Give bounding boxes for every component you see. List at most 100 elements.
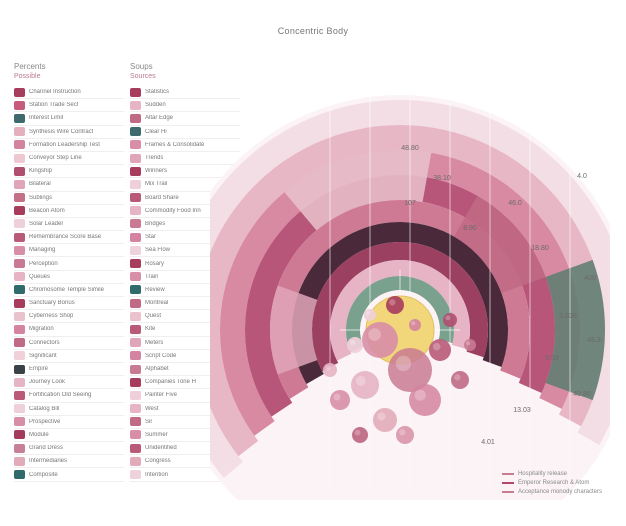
legend-label: Perception	[29, 261, 58, 267]
legend-label: Script Code	[145, 353, 176, 359]
value-label: 48.80	[401, 145, 419, 152]
legend-label: Frames & Consolidate	[145, 142, 204, 148]
legend-item: Journey Look	[14, 376, 124, 389]
legend-swatch	[130, 206, 141, 215]
legend-header-1: Percents	[14, 62, 124, 71]
footer-legend: Hospitality release Emperor Research & At…	[502, 471, 602, 498]
legend-swatch	[14, 246, 25, 255]
legend-label: Sudden	[145, 102, 166, 108]
legend-item: Solar Leader	[14, 218, 124, 231]
legend-label: Sanctuary Bonus	[29, 300, 75, 306]
legend-label: Star	[145, 234, 156, 240]
legend-label: Station Trade Sect	[29, 102, 78, 108]
legend-item: Conveyor Step Line	[14, 152, 124, 165]
legend-item: Empire	[14, 363, 124, 376]
legend-swatch	[130, 167, 141, 176]
legend-item: Connectors	[14, 337, 124, 350]
legend-item: Sanctuary Bonus	[14, 297, 124, 310]
legend-label: Bilateral	[29, 181, 51, 187]
legend-swatch	[14, 206, 25, 215]
legend-item: Synthesis Wire Contract	[14, 126, 124, 139]
legend-swatch	[130, 299, 141, 308]
legend-item: Bilateral	[14, 178, 124, 191]
legend-swatch	[14, 365, 25, 374]
value-label: 400	[584, 275, 596, 282]
legend-label: Summer	[145, 432, 168, 438]
legend-swatch	[14, 193, 25, 202]
value-label: 4.01	[481, 439, 495, 446]
legend-label: Module	[29, 432, 49, 438]
footer-legend-item: Hospitality release	[502, 471, 602, 477]
legend-item: Beacon Atom	[14, 205, 124, 218]
value-label: 18.80	[531, 245, 549, 252]
value-label: 4.0	[577, 173, 587, 180]
legend-label: Channel Instruction	[29, 89, 81, 95]
legend-swatch	[14, 325, 25, 334]
legend-swatch	[14, 259, 25, 268]
legend-swatch	[14, 470, 25, 479]
legend-label: West	[145, 406, 159, 412]
bubble	[429, 339, 451, 361]
legend-label: Congress	[145, 458, 171, 464]
legend-swatch	[14, 219, 25, 228]
legend-swatch	[130, 154, 141, 163]
legend-column-1: Percents Possible Channel Instruction Sta…	[14, 62, 124, 482]
legend-swatch	[130, 219, 141, 228]
legend-label: Composite	[29, 472, 58, 478]
legend-label: Rosary	[145, 261, 164, 267]
legend-item: Remembrance Score Base	[14, 231, 124, 244]
legend-swatch	[130, 101, 141, 110]
legend-swatch	[14, 378, 25, 387]
bubble	[330, 390, 350, 410]
legend-swatch	[130, 272, 141, 281]
legend-label: Altar Edge	[145, 115, 173, 121]
legend-label: Empire	[29, 366, 48, 372]
legend-swatch	[14, 391, 25, 400]
legend-label: Winners	[145, 168, 167, 174]
legend-label: Solar Leader	[29, 221, 63, 227]
legend-swatch	[130, 140, 141, 149]
legend-item: Kingship	[14, 165, 124, 178]
legend-label: Beacon Atom	[29, 208, 65, 214]
legend-label: Catalog Bill	[29, 406, 59, 412]
legend-swatch	[14, 444, 25, 453]
legend-swatch	[14, 312, 25, 321]
legend-swatch	[130, 457, 141, 466]
legend-label: Alphabet	[145, 366, 169, 372]
legend-swatch	[130, 233, 141, 242]
footer-legend-item: Emperor Research & Atom	[502, 480, 602, 486]
legend-label: Synthesis Wire Contract	[29, 129, 93, 135]
legend-label: Cyberness Shop	[29, 313, 73, 319]
legend-label: Sir	[145, 419, 152, 425]
bubble	[443, 313, 457, 327]
legend-item: Migration	[14, 323, 124, 336]
bubble	[364, 309, 376, 321]
legend-item: Module	[14, 429, 124, 442]
legend-swatch	[130, 88, 141, 97]
value-label: 46.3	[587, 337, 601, 344]
bubble	[396, 426, 414, 444]
legend-label: Intermediaries	[29, 458, 67, 464]
legend-label: Intention	[145, 472, 168, 478]
bubble	[409, 384, 441, 416]
legend-swatch	[130, 325, 141, 334]
legend-swatch	[14, 430, 25, 439]
legend-swatch	[14, 233, 25, 242]
legend-swatch	[14, 299, 25, 308]
footer-legend-item: Acceptance monody characters	[502, 489, 602, 495]
legend-item: Formation Leadership Test	[14, 139, 124, 152]
legend-subheader-1: Possible	[14, 73, 124, 80]
legend-label: Statistics	[145, 89, 169, 95]
legend-swatch	[130, 404, 141, 413]
legend-label: Train	[145, 274, 158, 280]
legend-swatch	[14, 285, 25, 294]
legend-item: Sublings	[14, 192, 124, 205]
chart-title: Concentric Body	[0, 26, 626, 36]
legend-item: Prospective	[14, 416, 124, 429]
legend-swatch	[14, 404, 25, 413]
legend-label: Quest	[145, 313, 161, 319]
legend-swatch	[14, 140, 25, 149]
legend-label: Mix Trail	[145, 181, 167, 187]
legend-swatch	[130, 444, 141, 453]
legend-label: Significant	[29, 353, 57, 359]
